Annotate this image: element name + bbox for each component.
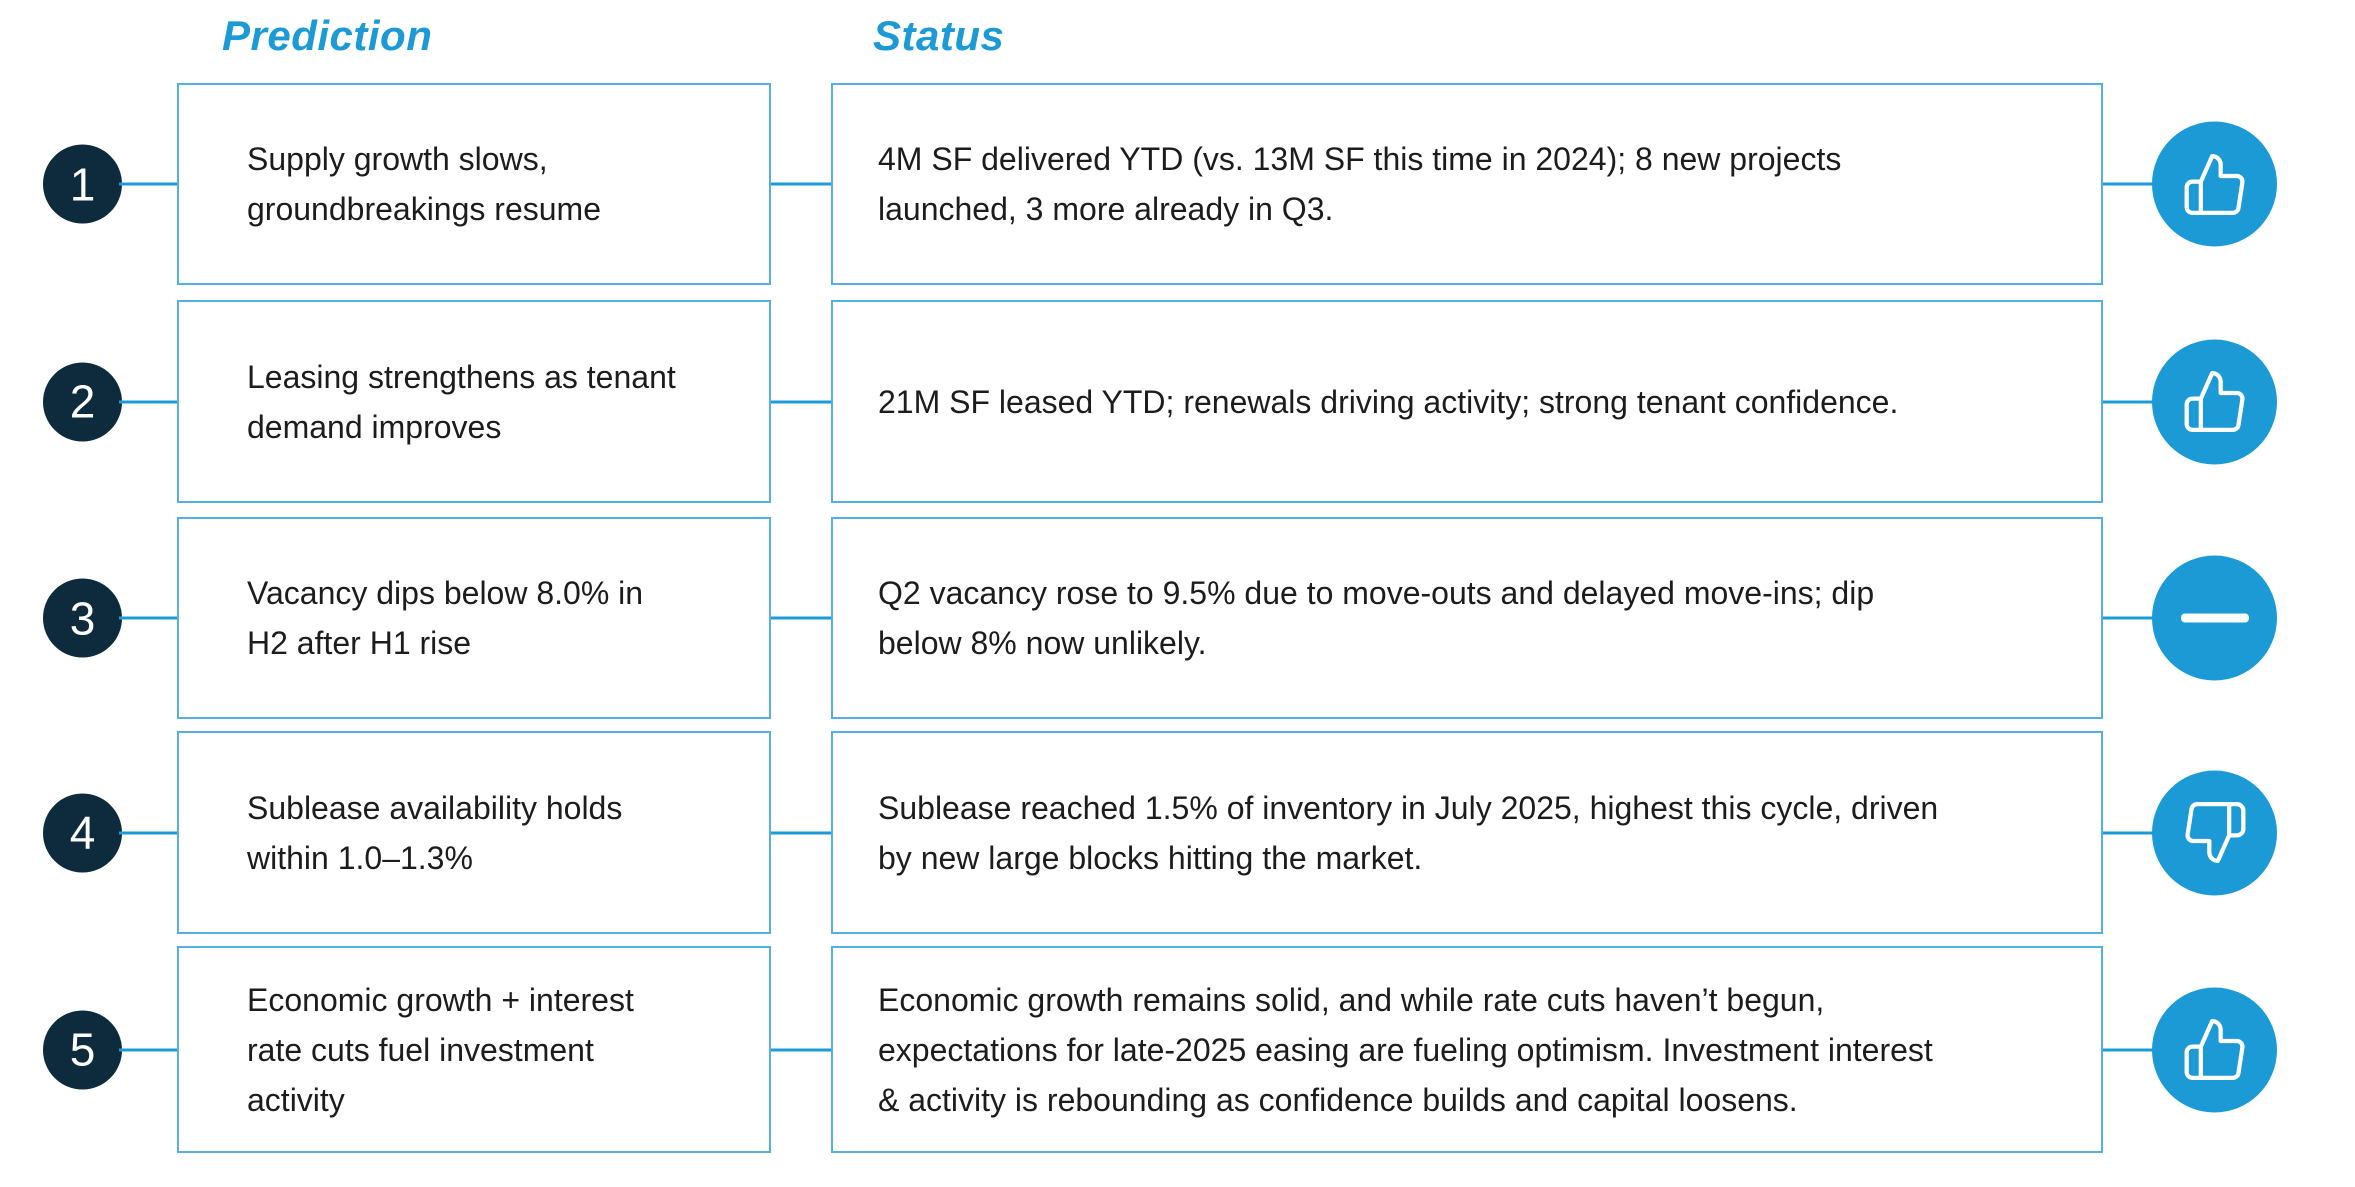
status-result-badge (2152, 987, 2277, 1112)
prediction-box: Leasing strengthens as tenant demand imp… (177, 300, 771, 503)
row-number: 5 (69, 1023, 96, 1076)
status-result-badge (2152, 555, 2277, 681)
prediction-row: 5 Economic growth + interest rate cuts f… (0, 946, 2355, 1153)
prediction-row: 4 Sublease availability holds within 1.0… (0, 731, 2355, 934)
status-result-badge (2152, 770, 2277, 895)
prediction-text: Vacancy dips below 8.0% in H2 after H1 r… (247, 575, 644, 661)
row-number: 2 (69, 375, 96, 428)
status-column-header: Status (873, 12, 1005, 59)
status-box: Sublease reached 1.5% of inventory in Ju… (831, 731, 2103, 934)
connector-line (2103, 1048, 2154, 1051)
status-box: 4M SF delivered YTD (vs. 13M SF this tim… (831, 83, 2103, 285)
neutral-dash-icon (2180, 613, 2249, 623)
prediction-column-header: Prediction (222, 12, 433, 59)
prediction-box: Economic growth + interest rate cuts fue… (177, 946, 771, 1153)
connector-line (771, 400, 831, 403)
prediction-box: Supply growth slows, groundbreakings res… (177, 83, 771, 285)
row-number: 1 (69, 158, 96, 210)
row-number: 4 (69, 806, 96, 859)
prediction-row: 3 Vacancy dips below 8.0% in H2 after H1… (0, 517, 2355, 719)
status-text: 4M SF delivered YTD (vs. 13M SF this tim… (878, 141, 1842, 227)
connector-line (2103, 616, 2154, 620)
prediction-row: 1 Supply growth slows, groundbreakings r… (0, 83, 2355, 285)
connector-line (2103, 400, 2154, 403)
row-number-badge: 3 (43, 578, 122, 658)
connector-line (771, 182, 831, 186)
status-text: Q2 vacancy rose to 9.5% due to move-outs… (878, 575, 1875, 661)
row-number-badge: 2 (43, 362, 122, 441)
thumbs-down-icon (2185, 802, 2245, 863)
status-result-badge (2152, 339, 2277, 464)
connector-line (2103, 831, 2154, 834)
row-number-badge: 4 (43, 793, 122, 872)
connector-line (119, 831, 177, 834)
prediction-text: Leasing strengthens as tenant demand imp… (247, 358, 676, 445)
connector-line (119, 1048, 177, 1051)
thumbs-up-icon (2184, 153, 2244, 215)
status-box: Economic growth remains solid, and while… (831, 946, 2103, 1153)
prediction-box: Vacancy dips below 8.0% in H2 after H1 r… (177, 517, 771, 719)
connector-line (771, 831, 831, 834)
prediction-row: 2 Leasing strengthens as tenant demand i… (0, 300, 2355, 503)
row-number-badge: 1 (43, 144, 122, 224)
thumbs-up-icon (2184, 371, 2244, 432)
status-text: 21M SF leased YTD; renewals driving acti… (878, 383, 1899, 420)
connector-line (119, 400, 177, 403)
status-text: Economic growth remains solid, and while… (878, 981, 1933, 1118)
status-box: 21M SF leased YTD; renewals driving acti… (831, 300, 2103, 503)
status-box: Q2 vacancy rose to 9.5% due to move-outs… (831, 517, 2103, 719)
connector-line (771, 616, 831, 620)
prediction-text: Sublease availability holds within 1.0–1… (247, 789, 623, 876)
row-number-badge: 5 (43, 1010, 122, 1089)
connector-line (119, 616, 177, 620)
thumbs-up-icon (2184, 1019, 2244, 1080)
prediction-text: Supply growth slows, groundbreakings res… (247, 141, 601, 227)
connector-line (771, 1048, 831, 1051)
connector-line (119, 182, 177, 186)
row-number: 3 (69, 592, 96, 644)
prediction-text: Economic growth + interest rate cuts fue… (247, 981, 634, 1118)
status-text: Sublease reached 1.5% of inventory in Ju… (878, 789, 1939, 876)
connector-line (2103, 182, 2154, 186)
status-result-badge (2152, 121, 2277, 247)
prediction-box: Sublease availability holds within 1.0–1… (177, 731, 771, 934)
